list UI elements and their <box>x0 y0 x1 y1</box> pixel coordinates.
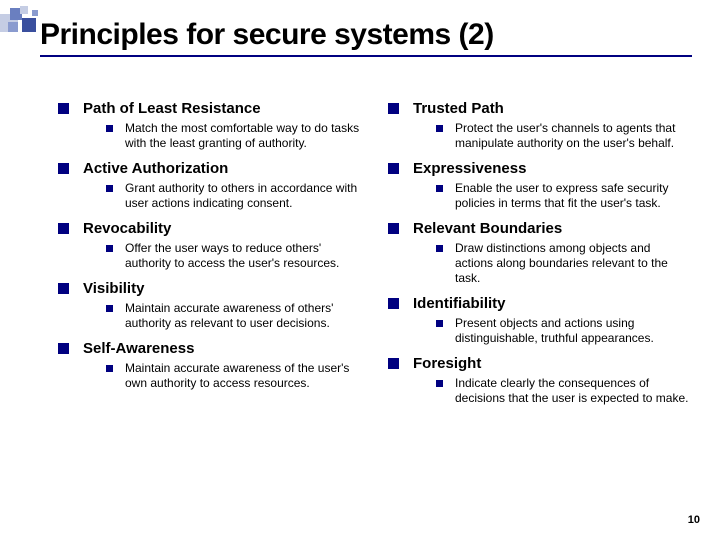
square-bullet-icon <box>106 125 113 132</box>
principle-section: Active Authorization Grant authority to o… <box>58 160 360 211</box>
square-bullet-icon <box>106 245 113 252</box>
square-bullet-icon <box>58 283 69 294</box>
principle-heading: Revocability <box>83 220 171 238</box>
principle-heading: Path of Least Resistance <box>83 100 261 118</box>
principle-heading-row: Revocability <box>58 220 360 238</box>
square-bullet-icon <box>106 305 113 312</box>
square-bullet-icon <box>106 365 113 372</box>
right-column: Trusted Path Protect the user's channels … <box>388 100 690 415</box>
principle-body: Protect the user's channels to agents th… <box>455 121 690 151</box>
square-bullet-icon <box>58 343 69 354</box>
principle-body: Grant authority to others in accordance … <box>125 181 360 211</box>
principle-section: Foresight Indicate clearly the consequenc… <box>388 355 690 406</box>
principle-body-row: Offer the user ways to reduce others' au… <box>58 241 360 271</box>
slide-title: Principles for secure systems (2) <box>40 18 700 52</box>
principle-heading: Self-Awareness <box>83 340 194 358</box>
square-bullet-icon <box>388 298 399 309</box>
principle-heading-row: Path of Least Resistance <box>58 100 360 118</box>
principle-section: Revocability Offer the user ways to reduc… <box>58 220 360 271</box>
principle-body: Maintain accurate awareness of the user'… <box>125 361 360 391</box>
square-bullet-icon <box>436 245 443 252</box>
principle-heading: Trusted Path <box>413 100 504 118</box>
principle-heading-row: Foresight <box>388 355 690 373</box>
square-bullet-icon <box>58 163 69 174</box>
principle-body: Indicate clearly the consequences of dec… <box>455 376 690 406</box>
square-bullet-icon <box>58 223 69 234</box>
square-bullet-icon <box>436 320 443 327</box>
principle-heading-row: Active Authorization <box>58 160 360 178</box>
principle-heading: Active Authorization <box>83 160 228 178</box>
principle-body: Maintain accurate awareness of others' a… <box>125 301 360 331</box>
principle-section: Trusted Path Protect the user's channels … <box>388 100 690 151</box>
title-underline <box>40 55 692 57</box>
principle-heading: Identifiability <box>413 295 506 313</box>
principle-section: Relevant Boundaries Draw distinctions amo… <box>388 220 690 286</box>
square-bullet-icon <box>388 103 399 114</box>
principle-body-row: Maintain accurate awareness of the user'… <box>58 361 360 391</box>
square-bullet-icon <box>58 103 69 114</box>
square-bullet-icon <box>106 185 113 192</box>
principle-heading-row: Identifiability <box>388 295 690 313</box>
content-columns: Path of Least Resistance Match the most c… <box>58 100 690 415</box>
principle-body: Match the most comfortable way to do tas… <box>125 121 360 151</box>
principle-body-row: Match the most comfortable way to do tas… <box>58 121 360 151</box>
principle-heading: Expressiveness <box>413 160 526 178</box>
square-bullet-icon <box>388 358 399 369</box>
principle-body-row: Grant authority to others in accordance … <box>58 181 360 211</box>
square-bullet-icon <box>388 223 399 234</box>
principle-heading-row: Relevant Boundaries <box>388 220 690 238</box>
principle-body: Enable the user to express safe security… <box>455 181 690 211</box>
principle-section: Identifiability Present objects and actio… <box>388 295 690 346</box>
principle-section: Visibility Maintain accurate awareness of… <box>58 280 360 331</box>
principle-body-row: Present objects and actions using distin… <box>388 316 690 346</box>
principle-heading-row: Expressiveness <box>388 160 690 178</box>
principle-heading: Visibility <box>83 280 144 298</box>
principle-body-row: Protect the user's channels to agents th… <box>388 121 690 151</box>
principle-section: Self-Awareness Maintain accurate awarenes… <box>58 340 360 391</box>
principle-body: Offer the user ways to reduce others' au… <box>125 241 360 271</box>
principle-body-row: Indicate clearly the consequences of dec… <box>388 376 690 406</box>
principle-heading-row: Self-Awareness <box>58 340 360 358</box>
principle-heading: Foresight <box>413 355 481 373</box>
principle-section: Path of Least Resistance Match the most c… <box>58 100 360 151</box>
principle-heading-row: Visibility <box>58 280 360 298</box>
square-bullet-icon <box>436 185 443 192</box>
page-number: 10 <box>688 514 700 526</box>
square-bullet-icon <box>388 163 399 174</box>
principle-heading: Relevant Boundaries <box>413 220 562 238</box>
principle-section: Expressiveness Enable the user to express… <box>388 160 690 211</box>
square-bullet-icon <box>436 125 443 132</box>
principle-body-row: Maintain accurate awareness of others' a… <box>58 301 360 331</box>
principle-body: Present objects and actions using distin… <box>455 316 690 346</box>
title-block: Principles for secure systems (2) <box>40 18 700 57</box>
square-bullet-icon <box>436 380 443 387</box>
principle-body-row: Enable the user to express safe security… <box>388 181 690 211</box>
principle-heading-row: Trusted Path <box>388 100 690 118</box>
left-column: Path of Least Resistance Match the most c… <box>58 100 360 415</box>
principle-body: Draw distinctions among objects and acti… <box>455 241 690 286</box>
principle-body-row: Draw distinctions among objects and acti… <box>388 241 690 286</box>
